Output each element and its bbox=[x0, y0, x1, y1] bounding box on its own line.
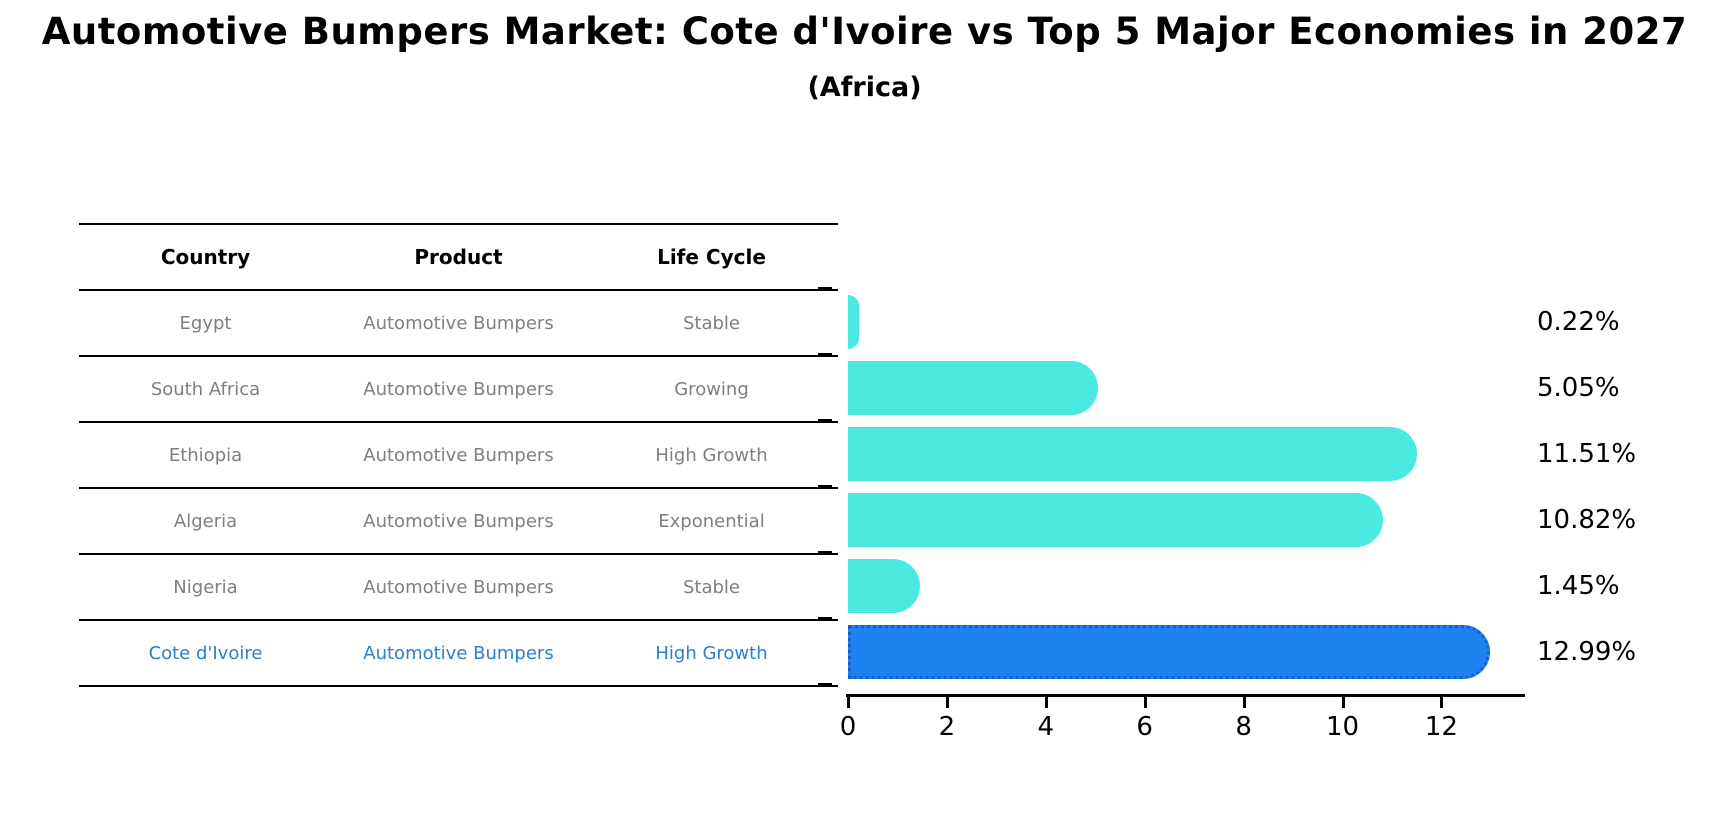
cell-life-cycle: High Growth bbox=[655, 642, 768, 664]
table-row: Ethiopia Automotive Bumpers High Growth bbox=[79, 423, 838, 489]
header-cell-life-cycle: Life Cycle bbox=[657, 245, 766, 269]
bar bbox=[848, 295, 859, 349]
x-tick-mark bbox=[1440, 697, 1444, 708]
x-tick-label: 2 bbox=[938, 712, 956, 742]
x-tick-label: 0 bbox=[839, 712, 857, 742]
x-tick-mark bbox=[1143, 697, 1147, 708]
x-tick-label: 12 bbox=[1424, 712, 1458, 742]
cell-life-cycle: Exponential bbox=[658, 510, 765, 532]
x-tick-label: 8 bbox=[1235, 712, 1252, 742]
x-axis-line bbox=[846, 694, 1525, 697]
x-tick-mark bbox=[945, 697, 949, 708]
data-table: Country Product Life Cycle Egypt Automoti… bbox=[79, 223, 838, 687]
y-tick-mark bbox=[818, 353, 832, 356]
bar bbox=[848, 559, 920, 613]
x-tick-mark bbox=[1044, 697, 1048, 708]
bar-value-label: 5.05% bbox=[1537, 373, 1620, 403]
cell-product: Automotive Bumpers bbox=[363, 312, 554, 334]
cell-product: Automotive Bumpers bbox=[363, 444, 554, 466]
cell-life-cycle: Stable bbox=[682, 312, 740, 334]
bar-value-label: 0.22% bbox=[1537, 307, 1620, 337]
table-row: Egypt Automotive Bumpers Stable bbox=[79, 291, 838, 357]
cell-country: Egypt bbox=[179, 312, 232, 334]
x-tick-mark bbox=[1341, 697, 1345, 708]
cell-life-cycle: Stable bbox=[682, 576, 740, 598]
bar-value-label: 12.99% bbox=[1537, 637, 1637, 667]
bar-value-label: 1.45% bbox=[1537, 571, 1620, 601]
header-cell-product: Product bbox=[414, 245, 503, 269]
y-tick-mark bbox=[818, 419, 832, 422]
x-tick-label: 6 bbox=[1136, 712, 1153, 742]
bar-value-label: 10.82% bbox=[1537, 505, 1637, 535]
table-body: Egypt Automotive Bumpers Stable South Afric… bbox=[79, 291, 838, 687]
cell-country: Nigeria bbox=[173, 576, 238, 598]
header-cell-country: Country bbox=[160, 245, 251, 269]
chart-subtitle: (Africa) bbox=[807, 72, 922, 103]
x-tick-mark bbox=[847, 697, 850, 708]
x-tick-label: 4 bbox=[1037, 712, 1055, 742]
cell-country: Cote d'Ivoire bbox=[148, 642, 263, 664]
x-tick-mark bbox=[1242, 697, 1246, 708]
x-tick-label: 10 bbox=[1325, 712, 1360, 742]
cell-life-cycle: High Growth bbox=[655, 444, 768, 466]
bar bbox=[848, 493, 1384, 547]
chart-title: Automotive Bumpers Market: Cote d'Ivoire… bbox=[41, 10, 1688, 53]
bar-value-label: 11.51% bbox=[1537, 439, 1637, 469]
cell-country: Ethiopia bbox=[168, 444, 243, 466]
table-header-row: Country Product Life Cycle bbox=[79, 225, 838, 291]
bar bbox=[848, 361, 1098, 415]
y-tick-mark bbox=[818, 287, 832, 290]
y-tick-mark bbox=[818, 485, 832, 488]
cell-country: South Africa bbox=[150, 378, 261, 400]
cell-life-cycle: Growing bbox=[674, 378, 749, 400]
y-tick-mark bbox=[818, 551, 832, 554]
y-tick-mark bbox=[818, 617, 832, 620]
table-row: Cote d'Ivoire Automotive Bumpers High Grow… bbox=[79, 621, 838, 687]
cell-product: Automotive Bumpers bbox=[363, 576, 554, 598]
y-tick-mark bbox=[818, 683, 832, 686]
table-row: Algeria Automotive Bumpers Exponential bbox=[79, 489, 838, 555]
table-row: Nigeria Automotive Bumpers Stable bbox=[79, 555, 838, 621]
bar bbox=[848, 427, 1418, 481]
table-row: South Africa Automotive Bumpers Growing bbox=[79, 357, 838, 423]
bar-highlight bbox=[848, 625, 1491, 679]
cell-product: Automotive Bumpers bbox=[363, 378, 554, 400]
cell-product: Automotive Bumpers bbox=[363, 510, 554, 532]
cell-country: Algeria bbox=[173, 510, 238, 532]
bar-plot bbox=[848, 289, 1548, 685]
cell-product: Automotive Bumpers bbox=[363, 642, 554, 664]
